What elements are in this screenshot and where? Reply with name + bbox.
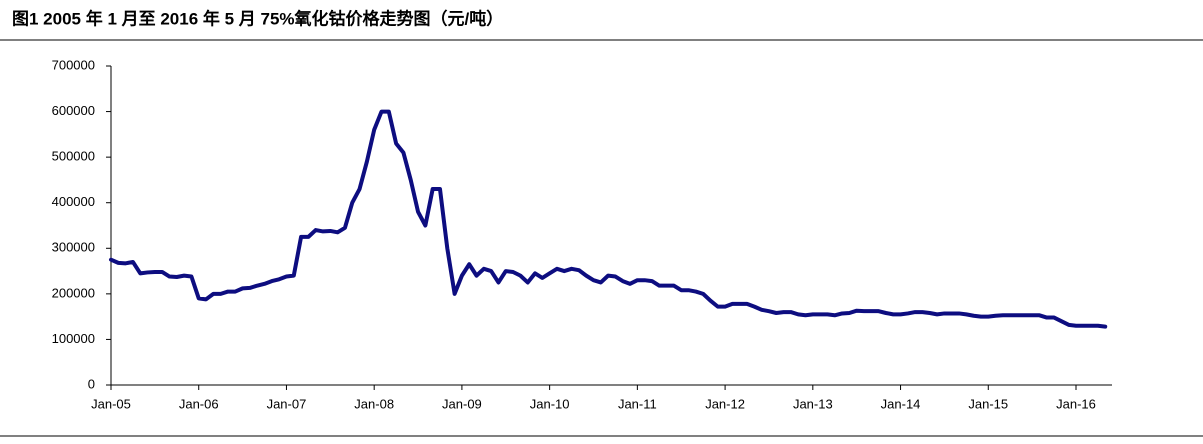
y-tick-label: 600000 (52, 103, 95, 118)
x-tick-label: Jan-05 (91, 396, 131, 411)
x-tick-label: Jan-16 (1056, 396, 1096, 411)
x-tick-label: Jan-08 (354, 396, 394, 411)
y-tick-label: 700000 (52, 57, 95, 72)
x-tick-label: Jan-10 (530, 396, 570, 411)
price-line (109, 109, 1108, 329)
y-tick-label: 200000 (52, 285, 95, 300)
x-tick-label: Jan-09 (442, 396, 482, 411)
x-tick-label: Jan-06 (179, 396, 219, 411)
x-tick-label: Jan-15 (968, 396, 1008, 411)
y-tick-label: 500000 (52, 149, 95, 164)
y-tick-label: 300000 (52, 240, 95, 255)
chart-title: 图1 2005 年 1 月至 2016 年 5 月 75%氧化钴价格走势图（元/… (12, 8, 503, 28)
x-tick-label: Jan-12 (705, 396, 745, 411)
x-tick-label: Jan-13 (793, 396, 833, 411)
x-tick-label: Jan-11 (618, 396, 657, 411)
y-tick-label: 0 (88, 376, 95, 391)
x-tick-label: Jan-14 (881, 396, 921, 411)
y-tick-label: 100000 (52, 331, 95, 346)
y-tick-label: 400000 (52, 194, 95, 209)
x-tick-label: Jan-07 (267, 396, 307, 411)
